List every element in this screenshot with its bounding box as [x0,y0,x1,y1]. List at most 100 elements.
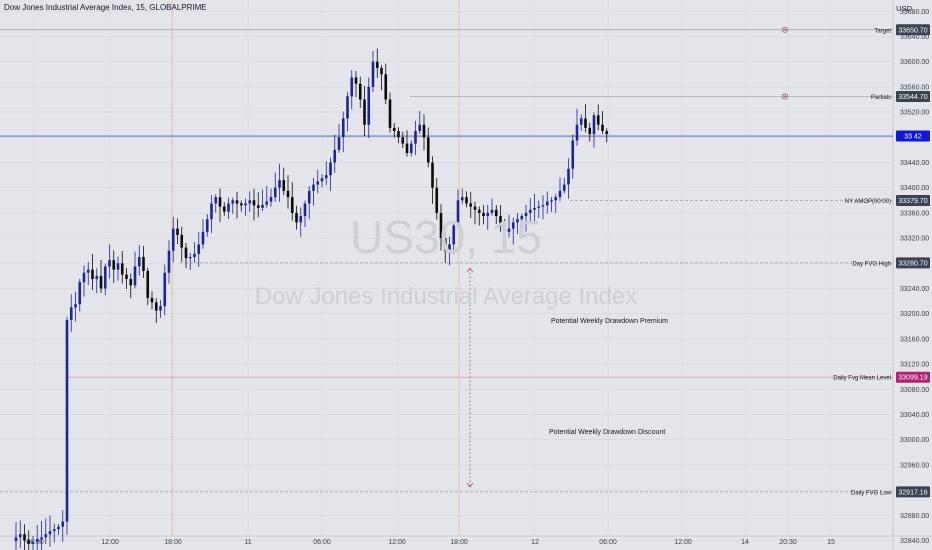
x-tick-label: 11 [244,539,251,546]
candle-body [295,212,298,223]
candle-body [482,212,485,217]
candle-body [575,124,579,141]
candle-body [307,190,311,204]
candle-body [439,212,443,239]
candle-body [116,263,120,270]
candle-body [52,529,56,532]
candle-body [176,228,179,235]
candle-body [23,534,26,541]
candle-body [31,541,35,544]
y-tick-label: 33120.00 [900,362,929,369]
candle-body [171,228,175,251]
candle-body [401,137,405,144]
candle-body [103,266,107,289]
candle-body [397,131,400,138]
candle-body [324,175,328,179]
candle-body [375,61,379,68]
candle-body [290,197,294,213]
level-label: Partials [871,95,891,101]
candle-body [57,526,60,530]
price-tag-text: 33650.70 [898,27,927,34]
candle-body [494,209,498,217]
candle-body [312,184,315,191]
candle-body [95,275,99,280]
x-tick-label: 06:00 [313,539,331,546]
candle-body [545,201,549,206]
candle-body [418,124,422,131]
candle-body [35,539,39,542]
price-tag [896,257,930,269]
candle-body [329,162,332,176]
candle-body [541,205,545,207]
candle-body [503,225,507,232]
candle-body [273,187,277,198]
candle-body [516,219,519,223]
y-tick-label: 33240.00 [900,286,929,293]
candle-body [261,204,264,208]
candle-body [499,216,502,226]
candle-body [40,537,43,540]
candle-body [333,149,337,163]
price-tag-text: 33 42 [904,134,922,141]
candle-body [392,127,396,131]
candle-body [601,124,604,131]
candle-body [82,272,86,283]
x-tick-label: 14 [741,539,749,546]
candle-body [452,225,456,245]
candle-body [388,99,392,128]
candle-body [511,222,515,229]
candle-body [154,302,158,311]
candle-body [244,203,247,206]
candle-body [227,203,230,212]
candle-body [584,118,587,128]
candle-body [65,320,69,522]
candle-body [146,270,150,298]
chart-title: Dow Jones Industrial Average Index, 15, … [4,3,207,12]
level-label: Target [874,28,891,34]
candle-body [592,115,596,135]
y-tick-label: 33560.00 [900,84,929,91]
candle-body [363,99,366,125]
level-marker [782,93,789,100]
drawdown-arrow-head [466,482,474,488]
x-tick-label: 12:00 [388,539,406,546]
candle-body [18,534,22,538]
candle-body [69,307,73,320]
x-tick-label: 20:30 [779,539,797,546]
y-tick-label: 33000.00 [900,437,929,444]
candle-body [490,209,494,213]
candle-body [180,234,184,248]
candle-body [278,180,281,188]
level-label: NY AMOP(00:00) [845,199,891,205]
candle-body [61,521,65,527]
price-tag-text: 33099.19 [898,375,927,382]
x-tick-label: 12:00 [674,539,692,546]
candle-body [235,200,239,204]
candle-body [384,74,388,100]
candle-body [163,272,167,307]
discount-zone-label: Potential Weekly Drawdown Discount [549,429,666,436]
candle-body [112,260,116,270]
candle-body [286,190,290,198]
candle-body [520,216,524,220]
candle-body [167,250,171,273]
x-tick-label: 15 [827,539,835,546]
price-tag [896,91,930,103]
candle-body [550,200,553,202]
candle-body [367,86,371,125]
candle-body [303,203,307,217]
candle-body [159,306,162,311]
level-label: Daily Fvg Mean Level [833,376,891,382]
candle-body [380,68,383,75]
level-label: Daily FVG Low [851,490,892,496]
candle-body [142,257,145,271]
watermark-name: Dow Jones Industrial Average Index [254,283,638,310]
candle-body [507,228,511,232]
candle-body [337,137,341,150]
y-tick-label: 33200.00 [900,311,929,318]
candle-body [562,184,566,191]
currency-label: USD [896,4,912,13]
price-tag-text: 32917.16 [898,489,927,496]
